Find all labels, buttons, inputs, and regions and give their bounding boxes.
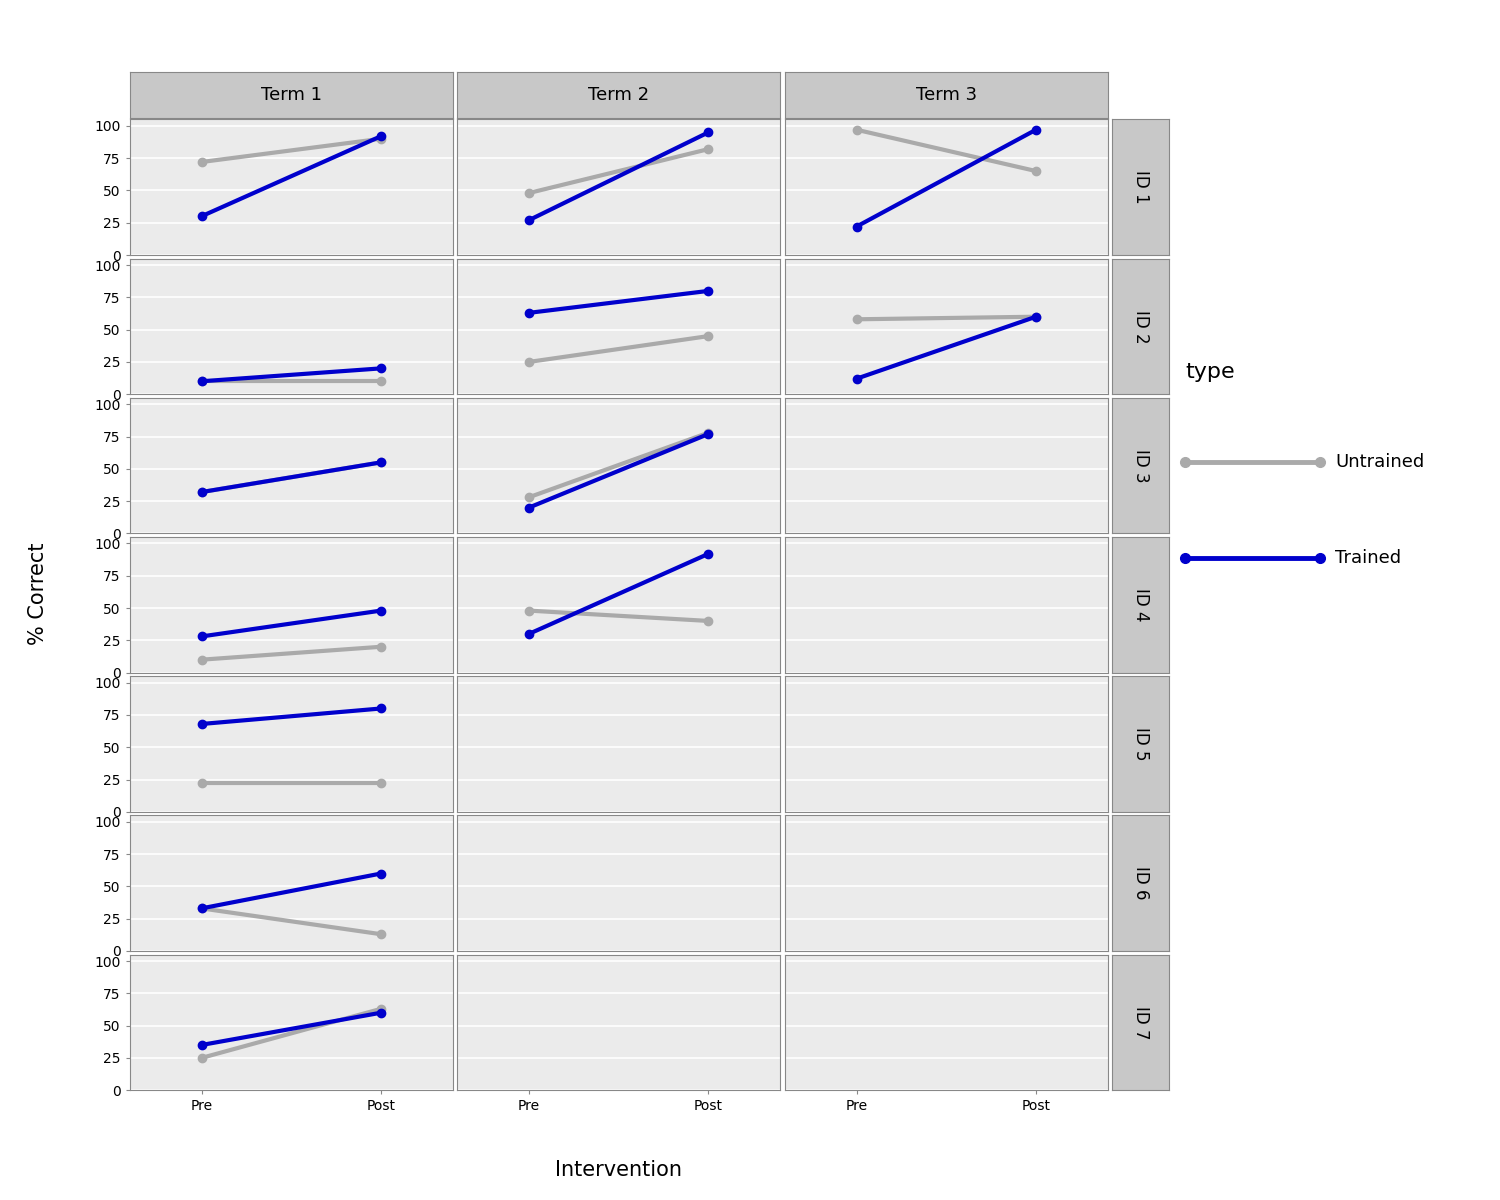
Text: Term 3: Term 3 — [915, 86, 976, 104]
Text: Trained: Trained — [1335, 550, 1401, 566]
Text: ID 4: ID 4 — [1131, 588, 1149, 622]
Text: ID 7: ID 7 — [1131, 1006, 1149, 1039]
Text: Term 2: Term 2 — [588, 86, 650, 104]
Text: % Correct: % Correct — [27, 542, 48, 644]
Text: ID 1: ID 1 — [1131, 170, 1149, 204]
Text: ID 2: ID 2 — [1131, 310, 1149, 343]
Text: Untrained: Untrained — [1335, 452, 1425, 470]
Text: ID 6: ID 6 — [1131, 866, 1149, 900]
Text: Term 1: Term 1 — [261, 86, 321, 104]
Text: ID 3: ID 3 — [1131, 449, 1149, 482]
Text: ID 5: ID 5 — [1131, 727, 1149, 761]
Text: type: type — [1185, 362, 1234, 382]
Text: Intervention: Intervention — [555, 1160, 682, 1180]
